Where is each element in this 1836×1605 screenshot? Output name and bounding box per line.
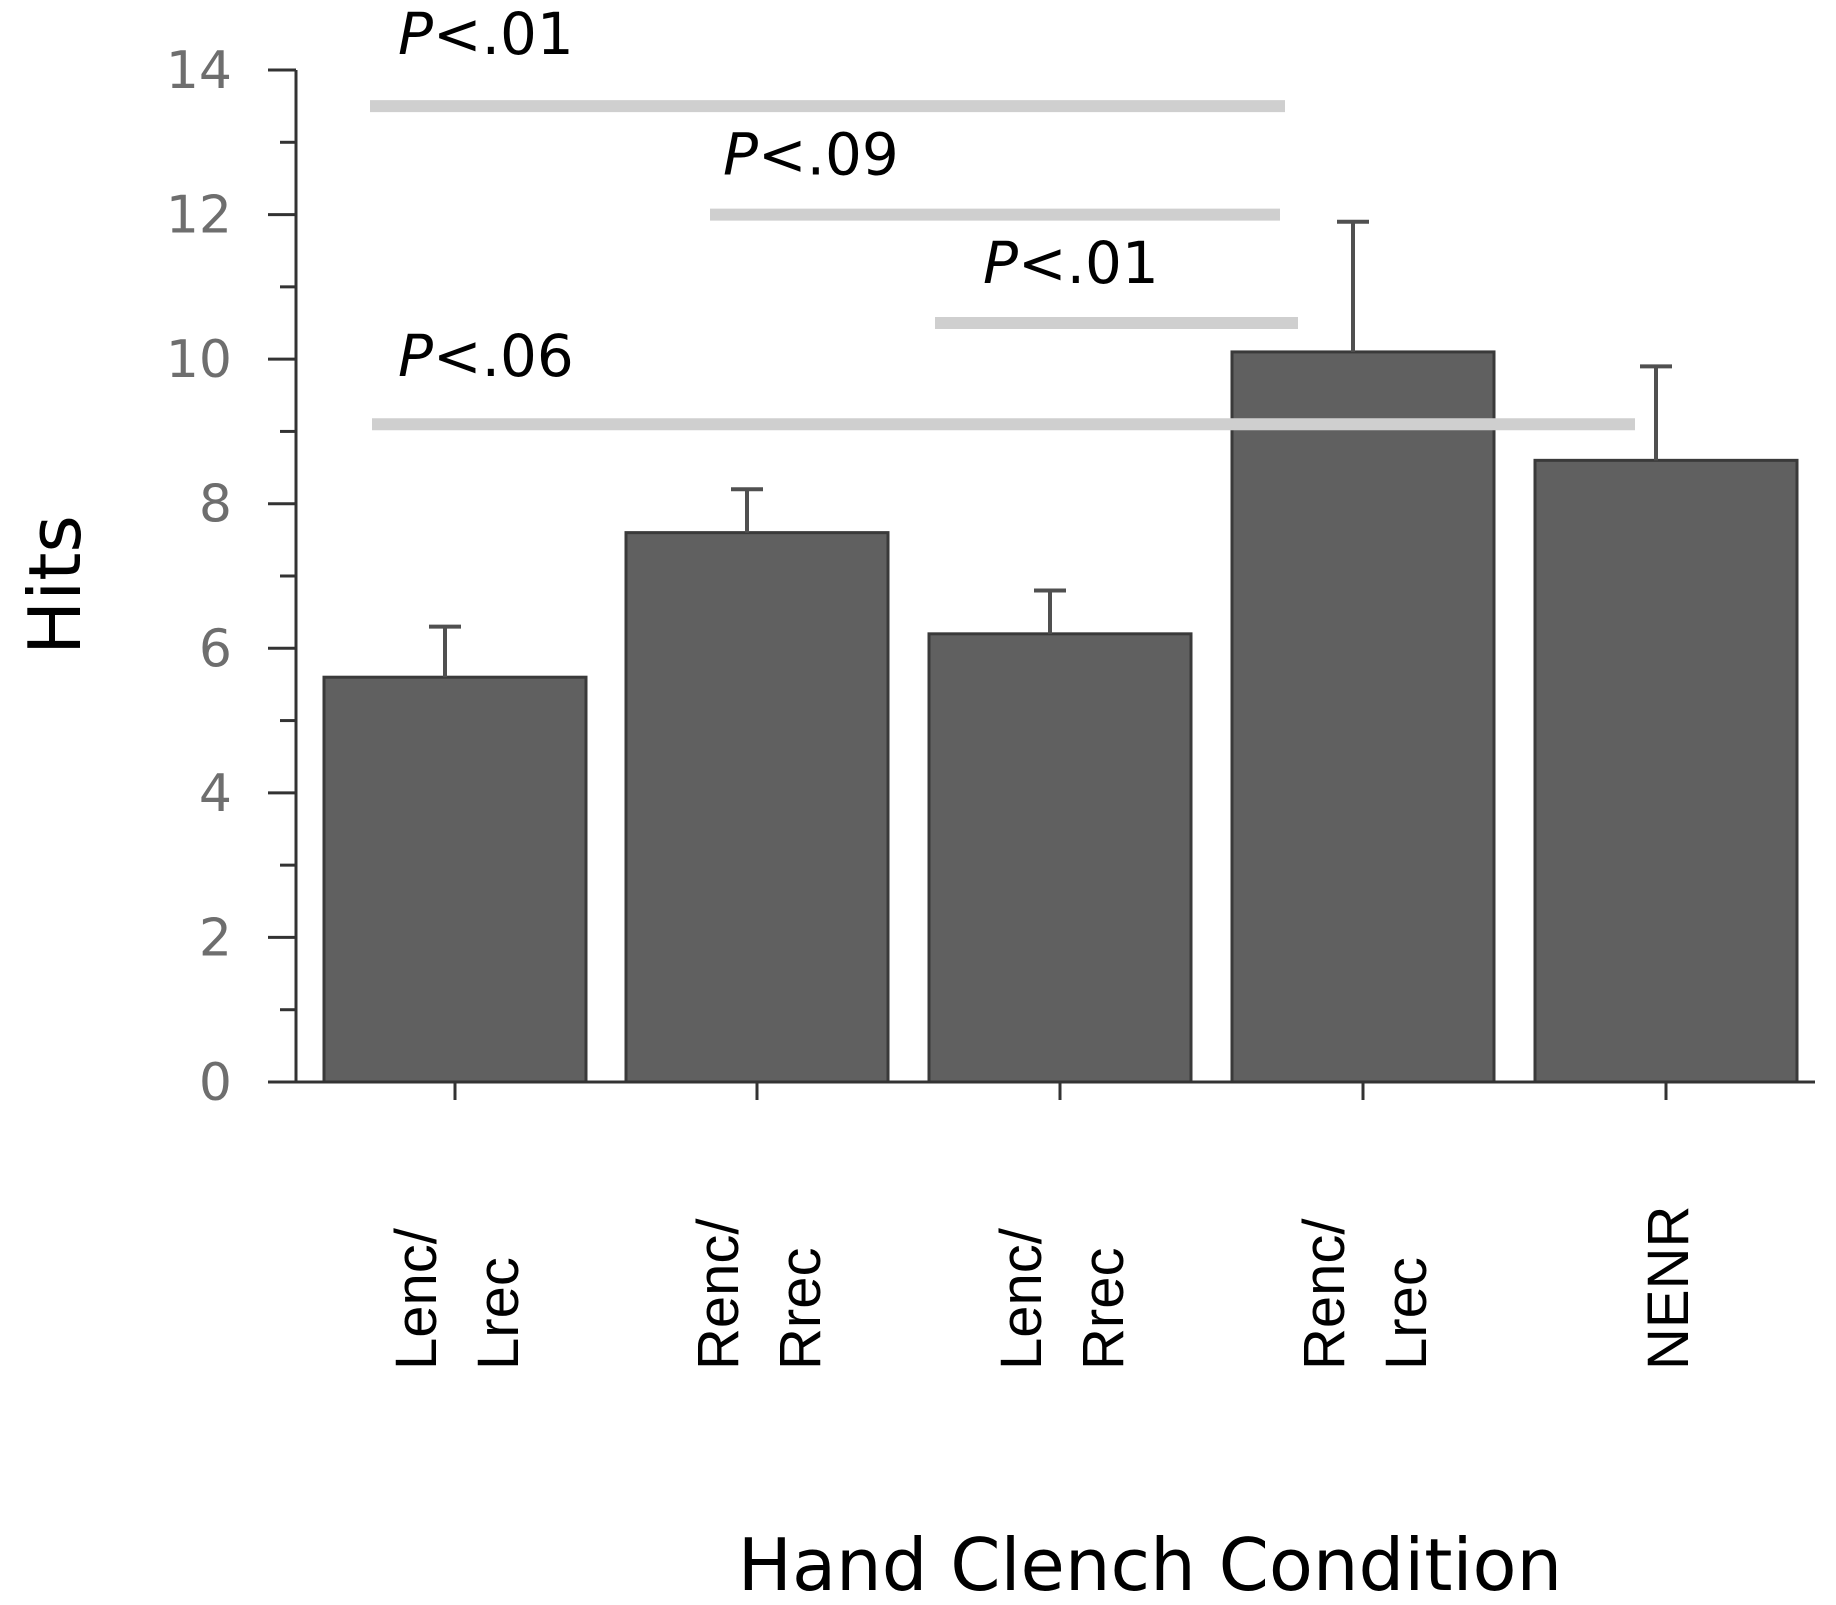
y-tick-label: 10: [166, 330, 232, 390]
significance-label: P<.01: [398, 0, 574, 68]
bar: [1230, 350, 1496, 1084]
x-axis-title: Hand Clench Condition: [738, 1523, 1562, 1605]
y-tick-label: 14: [166, 41, 232, 101]
x-tick-label: Lrec: [1374, 1257, 1439, 1370]
bars: [322, 350, 1799, 1084]
y-tick-label: 6: [199, 619, 232, 679]
x-tick-label: Renc/: [1292, 1218, 1357, 1370]
significance-annotations: P<.01 P<.09 P<.01 P<.06: [370, 0, 1635, 431]
significance-label: P<.09: [723, 121, 899, 189]
x-tick-label: Lenc/: [989, 1227, 1054, 1370]
bar: [1533, 458, 1799, 1084]
x-tick-label: Renc/: [686, 1218, 751, 1370]
y-axis: 0 2 4 6 8 10 12 14: [166, 41, 298, 1113]
x-tick-label: Rrec: [768, 1248, 833, 1370]
x-tick-label: Lenc/: [384, 1227, 449, 1370]
significance-label: P<.06: [398, 322, 574, 390]
y-tick-label: 2: [199, 908, 232, 968]
significance-label: P<.01: [983, 229, 1159, 297]
bar: [927, 632, 1193, 1084]
y-tick-label: 0: [199, 1053, 232, 1113]
y-tick-label: 4: [199, 764, 232, 824]
x-tick-label: Lrec: [466, 1257, 531, 1370]
y-axis-title: Hits: [13, 515, 97, 655]
y-tick-label: 8: [199, 475, 232, 535]
x-tick-labels: Lenc/Lrec Renc/Rrec Lenc/Rrec Renc/Lrec NENR: [384, 1206, 1701, 1370]
x-axis: [268, 1080, 1815, 1100]
x-tick-label: Rrec: [1071, 1248, 1136, 1370]
error-bars: [429, 219, 1672, 678]
y-tick-label: 12: [166, 186, 232, 246]
bar: [624, 531, 890, 1084]
bar: [322, 675, 588, 1084]
x-tick-label: NENR: [1636, 1206, 1701, 1370]
